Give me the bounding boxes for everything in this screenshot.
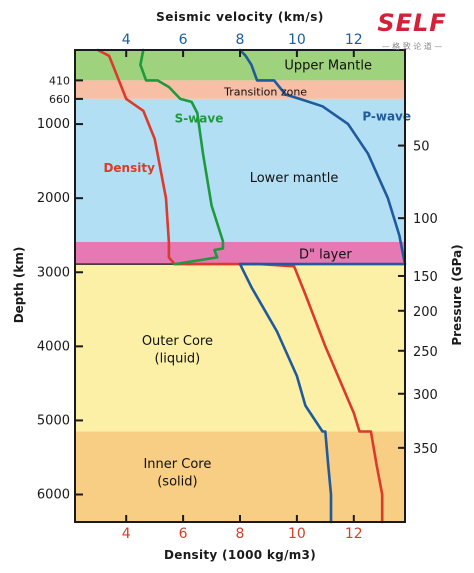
pressure-tick-label-50: 50 bbox=[413, 140, 430, 155]
brand-logo-text: SELF bbox=[377, 9, 446, 37]
bottom-tick-label-4: 4 bbox=[122, 526, 131, 542]
top-tick-label-6: 6 bbox=[179, 32, 188, 48]
series-curves bbox=[96, 48, 407, 524]
series-label-p-wave: P-wave bbox=[362, 109, 411, 123]
x-axis-label: Density (1000 kg/m3) bbox=[164, 548, 316, 562]
pressure-tick-label-150: 150 bbox=[413, 270, 438, 285]
depth-tick-label-5000: 5000 bbox=[37, 413, 70, 428]
bottom-tick-label-12: 12 bbox=[345, 526, 363, 542]
top-tick-label-4: 4 bbox=[122, 32, 131, 48]
layer-band-inner-core-solid bbox=[75, 431, 405, 522]
layer-band-outer-core-liquid bbox=[75, 264, 405, 432]
series-label-s-wave: S-wave bbox=[175, 112, 224, 126]
pressure-tick-label-300: 300 bbox=[413, 388, 438, 403]
layer-label-transition-zone: Transition zone bbox=[223, 85, 307, 98]
layer-band-d-layer bbox=[75, 241, 405, 265]
depth-tick-label-2000: 2000 bbox=[37, 191, 70, 206]
depth-tick-label-410: 410 bbox=[49, 74, 70, 87]
series-line-s-wave bbox=[139, 48, 225, 266]
pressure-tick-label-250: 250 bbox=[413, 345, 438, 360]
depth-tick-label-4000: 4000 bbox=[37, 339, 70, 354]
bottom-tick-label-6: 6 bbox=[179, 526, 188, 542]
depth-tick-label-6000: 6000 bbox=[37, 488, 70, 503]
bottom-tick-label-10: 10 bbox=[288, 526, 306, 542]
series-labels: Density S-wave P-wave bbox=[103, 109, 411, 175]
pressure-tick-label-350: 350 bbox=[413, 442, 438, 457]
series-line-density bbox=[96, 48, 384, 524]
layer-bands bbox=[75, 50, 405, 522]
layer-label-d-layer: D" layer bbox=[299, 247, 352, 262]
layer-band-transition-zone bbox=[75, 80, 405, 99]
top-tick-label-12: 12 bbox=[345, 32, 363, 48]
depth-tick-label-660: 660 bbox=[49, 93, 70, 106]
series-label-density: Density bbox=[103, 161, 155, 175]
depth-tick-label-1000: 1000 bbox=[37, 117, 70, 132]
layer-label-lower-mantle: Lower mantle bbox=[250, 171, 339, 186]
layer-labels: Upper Mantle Transition zone Lower mantle D… bbox=[142, 58, 372, 489]
layer-label-inner-core-solid: Inner Core (solid) bbox=[143, 457, 211, 490]
series-line-p-wave bbox=[238, 48, 407, 524]
bottom-tick-label-8: 8 bbox=[236, 526, 245, 542]
brand-logo: SELF — 格 致 论 道 — bbox=[377, 9, 446, 51]
top-tick-label-8: 8 bbox=[236, 32, 245, 48]
layer-label-outer-core-liquid: Outer Core (liquid) bbox=[142, 334, 213, 367]
chart-title: Seismic velocity (km/s) bbox=[156, 10, 324, 24]
brand-tagline: — 格 致 论 道 — bbox=[382, 41, 443, 51]
y2-axis-label: Pressure (GPa) bbox=[450, 244, 464, 345]
layer-band-lower-mantle bbox=[75, 98, 405, 242]
y-axis-label: Depth (km) bbox=[12, 247, 26, 324]
depth-tick-label-3000: 3000 bbox=[37, 265, 70, 280]
top-tick-label-10: 10 bbox=[288, 32, 306, 48]
pressure-tick-label-200: 200 bbox=[413, 305, 438, 320]
layer-label-upper-mantle: Upper Mantle bbox=[284, 58, 372, 73]
axes-ticks: 4106601000200030004000500060005010015020… bbox=[37, 32, 438, 542]
pressure-tick-label-100: 100 bbox=[413, 212, 438, 227]
